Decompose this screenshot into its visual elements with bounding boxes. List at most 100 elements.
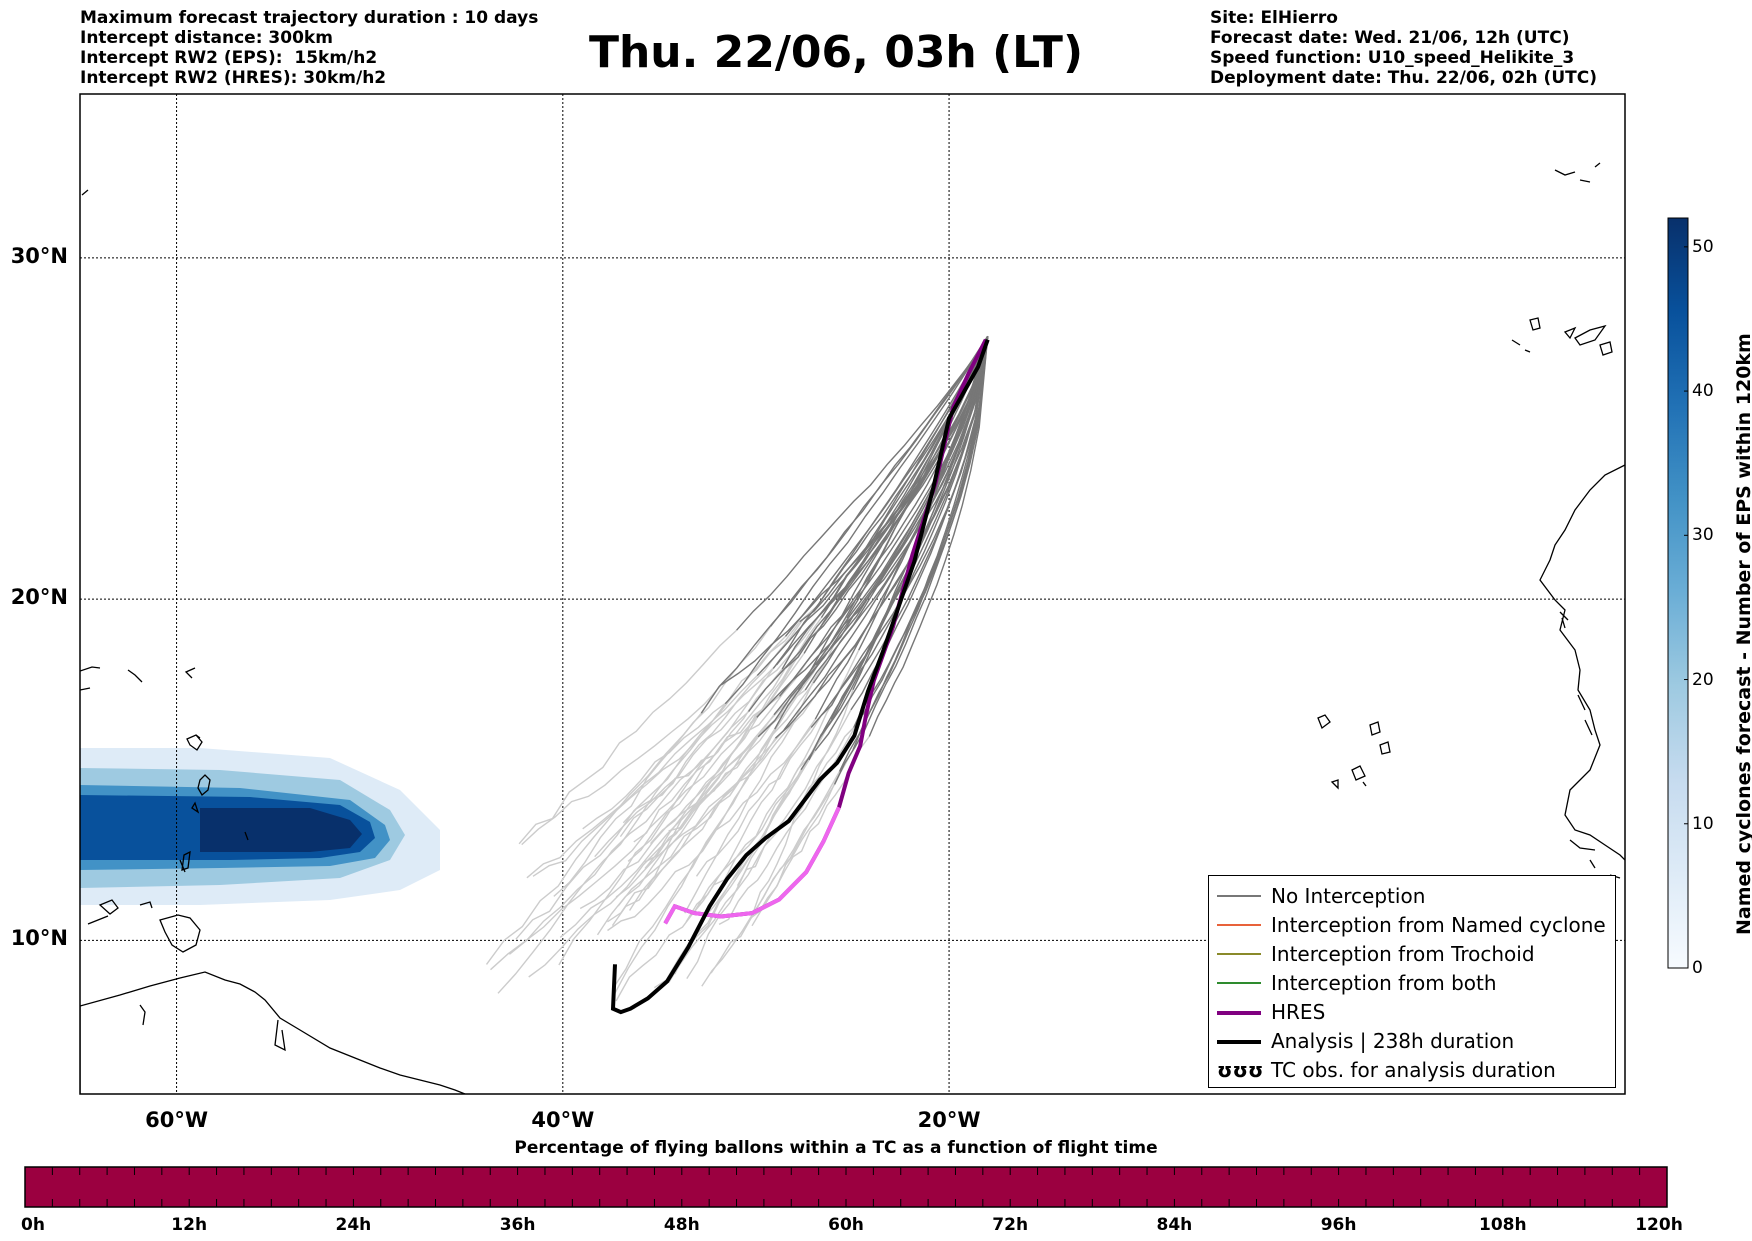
ensemble-track-early: [559, 714, 775, 938]
ensemble-track-late: [700, 335, 989, 714]
ensemble-track-early: [497, 703, 726, 994]
legend-item: Interception from Named cyclone: [1209, 911, 1615, 940]
hres-track-late: [663, 806, 841, 925]
lat-label: 20°N: [10, 585, 68, 610]
legend-swatch: [1217, 953, 1261, 955]
legend-label: TC obs. for analysis duration: [1271, 1058, 1556, 1082]
ensemble-track-late: [868, 336, 989, 737]
ensemble-track-early: [617, 693, 817, 907]
header-left-info: Maximum forecast trajectory duration : 1…: [80, 8, 538, 88]
ensemble-track-early: [614, 728, 776, 994]
ensemble-track-early: [485, 712, 702, 965]
flight-time-hour-label: 48h: [663, 1215, 700, 1235]
ensemble-track-late: [770, 335, 989, 627]
header-left-line: Intercept RW2 (HRES): 30km/h2: [80, 68, 387, 88]
ensemble-track-early: [594, 615, 820, 858]
flight-time-hour-label: 36h: [499, 1215, 536, 1235]
lat-label: 30°N: [10, 243, 68, 268]
ensemble-track-early: [579, 689, 800, 910]
analysis-track: [610, 339, 990, 1015]
ensemble-track-early: [611, 682, 815, 927]
ensemble-track-early: [710, 771, 841, 974]
flight-time-hour-label: 0h: [21, 1215, 45, 1235]
ensemble-track-late: [756, 336, 989, 676]
colorbar-tick-label: 20: [1692, 669, 1714, 690]
cyclone-colorbar: [1667, 217, 1689, 969]
legend-item: ʊʊʊ TC obs. for analysis duration: [1209, 1056, 1615, 1085]
legend-label: Interception from Trochoid: [1271, 942, 1535, 966]
ensemble-track-late: [862, 336, 989, 716]
legend-label: Interception from Named cyclone: [1271, 913, 1606, 937]
flight-time-hour-label: 120h: [1635, 1215, 1683, 1235]
legend-label: Analysis | 238h duration: [1271, 1029, 1515, 1053]
legend-swatch: [1217, 924, 1261, 926]
ensemble-track-early: [611, 649, 828, 990]
map-gridlines: [80, 94, 1625, 1094]
lon-label: 20°W: [917, 1108, 981, 1132]
ensemble-track-late: [772, 335, 989, 669]
header-right-line: Site: ElHierro: [1210, 8, 1338, 28]
map-legend: No Interception Interception from Named c…: [1208, 875, 1616, 1088]
ensemble-track-early: [518, 629, 738, 845]
header-right-line: Deployment date: Thu. 22/06, 02h (UTC): [1210, 68, 1597, 88]
colorbar-tick-label: 30: [1692, 525, 1714, 546]
header-right-info: Site: ElHierro Forecast date: Wed. 21/06,…: [1210, 8, 1597, 88]
ensemble-track-early: [627, 668, 783, 862]
flight-time-hour-label: 24h: [335, 1215, 372, 1235]
ensemble-track-early: [684, 617, 848, 914]
ensemble-track-early: [649, 661, 808, 845]
flight-time-hour-label: 72h: [992, 1215, 1029, 1235]
colorbar-tick-label: 40: [1692, 381, 1714, 402]
lon-label: 40°W: [531, 1108, 595, 1132]
lat-label: 10°N: [10, 926, 68, 951]
ensemble-track-late: [778, 336, 989, 697]
ensemble-track-early: [528, 736, 759, 978]
ensemble-track-early: [751, 689, 854, 917]
ensemble-track-late: [774, 336, 989, 739]
flight-time-hour-label: 96h: [1320, 1215, 1357, 1235]
legend-swatch: [1217, 1040, 1261, 1044]
ensemble-track-early: [526, 675, 758, 879]
header-left-line: Intercept RW2 (EPS): 15km/h2: [80, 48, 378, 68]
legend-item: Interception from both: [1209, 969, 1615, 998]
ensemble-track-late: [783, 336, 989, 731]
ensemble-track-early: [615, 750, 816, 1002]
map-frame: [79, 93, 1626, 1095]
colorbar-tick-label: 0: [1692, 958, 1703, 978]
legend-swatch: [1217, 982, 1261, 984]
flight-time-hour-label: 84h: [1156, 1215, 1193, 1235]
cyclone-density-field: [80, 748, 440, 905]
ensemble-track-early: [490, 716, 758, 971]
ensemble-track-late: [815, 336, 989, 666]
coastline: [80, 162, 1625, 1094]
ensemble-track-early: [633, 667, 787, 843]
header-right-line: Speed function: U10_speed_Helikite_3: [1210, 48, 1575, 68]
legend-item: Interception from Trochoid: [1209, 940, 1615, 969]
ensemble-track-early: [619, 605, 818, 838]
flight-time-hour-label: 108h: [1479, 1215, 1527, 1235]
legend-label: No Interception: [1271, 884, 1426, 908]
flight-time-hour-label: 60h: [828, 1215, 864, 1235]
ensemble-track-early: [615, 737, 776, 898]
legend-swatch: [1217, 895, 1261, 897]
header-right-line: Forecast date: Wed. 21/06, 12h (UTC): [1210, 28, 1570, 48]
lon-label: 60°W: [145, 1108, 208, 1132]
ensemble-track-early: [629, 617, 822, 911]
legend-label: Interception from both: [1271, 971, 1497, 995]
ensemble-track-late: [724, 335, 989, 705]
ensemble-track-late: [757, 336, 989, 738]
header-left-line: Maximum forecast trajectory duration : 1…: [80, 8, 539, 28]
flight-time-caption: Percentage of flying ballons within a TC…: [514, 1138, 1158, 1158]
ensemble-track-early: [668, 709, 852, 984]
ensemble-track-early: [532, 664, 778, 877]
colorbar-tick-label: 10: [1692, 813, 1714, 834]
flight-time-bar: [24, 1166, 1668, 1208]
legend-swatch: [1217, 1011, 1261, 1015]
ensemble-track-early: [582, 621, 801, 830]
legend-item: HRES: [1209, 998, 1615, 1027]
legend-label: HRES: [1271, 1000, 1326, 1024]
ensemble-track-early: [521, 684, 722, 846]
legend-item: Analysis | 238h duration: [1209, 1027, 1615, 1056]
legend-item: No Interception: [1209, 882, 1615, 911]
ensemble-track-late: [736, 335, 989, 631]
